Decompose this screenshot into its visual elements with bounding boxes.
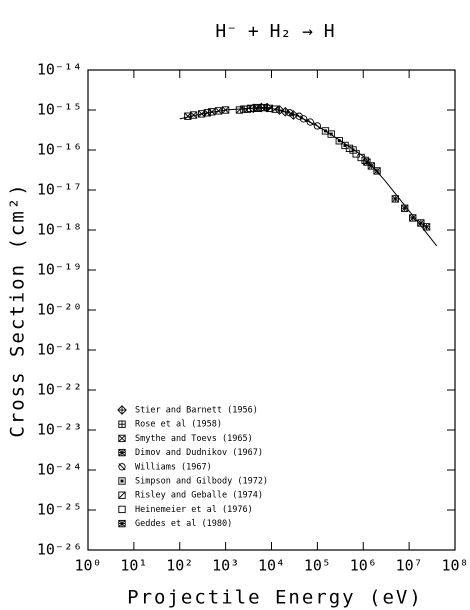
marker — [235, 106, 244, 114]
y-tick-label: 10⁻¹⁴ — [37, 61, 82, 79]
marker — [335, 137, 343, 145]
marker — [118, 420, 126, 428]
marker-part — [274, 105, 285, 115]
x-tick-label: 10² — [166, 557, 193, 575]
marker-part — [118, 449, 126, 457]
marker — [118, 491, 126, 499]
marker-part — [373, 167, 381, 175]
marker — [118, 448, 126, 457]
y-tick-label: 10⁻²³ — [37, 421, 82, 439]
y-tick-label: 10⁻²⁰ — [37, 301, 82, 319]
marker — [243, 105, 252, 113]
marker-part — [327, 130, 335, 138]
x-tick-label: 10⁷ — [396, 557, 423, 575]
marker-part — [118, 434, 126, 443]
marker-part — [243, 105, 252, 113]
marker — [118, 463, 126, 471]
marker-part — [343, 143, 347, 147]
legend-label: Simpson and Gilbody (1972) — [135, 477, 268, 487]
y-tick-label: 10⁻²⁵ — [37, 501, 82, 519]
chart-title: H⁻ + H₂ → H — [215, 21, 334, 42]
marker-part — [306, 118, 314, 126]
marker — [118, 434, 126, 443]
marker-part — [118, 434, 126, 442]
y-tick-label: 10⁻²⁶ — [37, 541, 82, 559]
marker-part — [271, 105, 279, 113]
legend-label: Heinemeier et al (1976) — [135, 505, 253, 515]
x-tick-label: 10⁶ — [350, 557, 377, 575]
marker-part — [118, 491, 126, 499]
marker-part — [423, 223, 431, 231]
marker — [391, 195, 399, 203]
marker-part — [120, 479, 124, 483]
y-tick-label: 10⁻¹⁸ — [37, 221, 82, 239]
marker-part — [313, 122, 322, 130]
marker-part — [118, 491, 126, 499]
marker-part — [190, 111, 198, 119]
legend-label: Geddes et al (1980) — [135, 519, 232, 529]
marker-part — [409, 214, 417, 222]
y-tick-label: 10⁻¹⁵ — [37, 101, 82, 119]
legend-label: Rose et al (1958) — [135, 420, 222, 430]
marker — [361, 156, 369, 165]
marker-part — [118, 463, 126, 471]
legend-label: Smythe and Toevs (1965) — [135, 434, 253, 444]
marker — [118, 519, 126, 528]
marker-part — [235, 106, 244, 114]
y-tick-label: 10⁻¹⁹ — [37, 261, 82, 279]
marker-part — [337, 139, 341, 143]
fit-line — [179, 107, 438, 247]
x-tick-label: 10⁰ — [74, 557, 101, 575]
legend-label: Williams (1967) — [135, 462, 212, 472]
x-tick-label: 10⁵ — [304, 557, 331, 575]
y-tick-label: 10⁻²¹ — [37, 341, 82, 359]
marker-part — [363, 158, 371, 166]
marker-part — [299, 115, 308, 123]
marker-part — [197, 110, 206, 118]
marker — [118, 477, 126, 485]
x-axis-label: Projectile Energy (eV) — [127, 587, 423, 609]
marker-part — [235, 106, 243, 114]
marker-part — [118, 520, 126, 528]
marker — [117, 405, 127, 415]
y-tick-label: 10⁻²⁴ — [37, 461, 82, 479]
x-tick-label: 10⁸ — [441, 557, 468, 575]
marker-part — [117, 405, 127, 415]
x-tick-label: 10¹ — [120, 557, 147, 575]
marker-part — [118, 505, 126, 514]
marker-part — [335, 137, 343, 145]
x-tick-label: 10⁴ — [258, 557, 285, 575]
y-tick-label: 10⁻¹⁶ — [37, 141, 82, 159]
y-tick-label: 10⁻¹⁷ — [37, 181, 82, 199]
x-tick-label: 10³ — [212, 557, 239, 575]
marker-part — [417, 219, 425, 227]
y-tick-label: 10⁻²² — [37, 381, 82, 399]
legend-label: Stier and Barnett (1956) — [135, 406, 258, 416]
marker-part — [118, 477, 126, 485]
marker — [118, 505, 126, 514]
legend-label: Dimov and Dudnikov (1967) — [135, 448, 263, 458]
marker — [422, 223, 431, 231]
legend-label: Risley and Geballe (1974) — [135, 491, 263, 501]
marker-part — [361, 156, 369, 165]
marker-part — [118, 463, 126, 471]
marker-part — [243, 105, 252, 113]
y-axis-label: Cross Section (cm²) — [7, 182, 29, 437]
marker-part — [401, 204, 409, 212]
marker-part — [286, 109, 294, 117]
